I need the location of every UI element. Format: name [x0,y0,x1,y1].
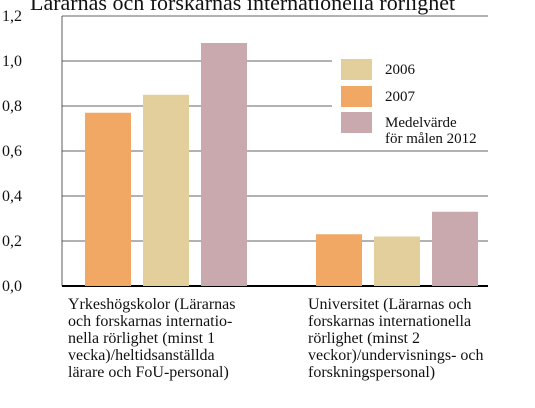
x-tick-label: Universitet (Lärarnas och forskarnas int… [308,296,484,381]
legend-label: 2006 [385,62,416,78]
legend-swatch [341,59,372,80]
x-tick-label: Yrkeshögskolor (Lärarnas och forskarnas … [68,296,236,381]
y-tick-label: 0,6 [2,143,22,160]
bar [143,94,189,286]
y-tick-label: 0,2 [2,233,22,250]
legend-swatch [341,86,372,107]
bar [85,112,131,286]
y-tick-label: 0,8 [2,98,22,115]
y-tick-label: 1,0 [2,53,22,70]
legend-label: Medelvärde för målen 2012 [385,115,477,147]
chart-title: Lärarnas och forskarnas internationella … [30,0,455,15]
legend-label: 2007 [385,89,416,105]
legend-label-line: 2006 [385,62,416,78]
legend-label-line: 2007 [385,89,416,105]
y-tick-label: 0,4 [2,188,22,205]
bar [201,43,247,286]
bar [374,236,420,286]
legend-label-line: Medelvärde [385,115,457,131]
legend-swatch [341,112,372,133]
bar [432,211,478,286]
y-tick-label: 0,0 [2,278,22,295]
y-tick-label: 1,2 [2,8,22,25]
bar [316,234,362,286]
legend-label-line: för målen 2012 [385,131,477,147]
